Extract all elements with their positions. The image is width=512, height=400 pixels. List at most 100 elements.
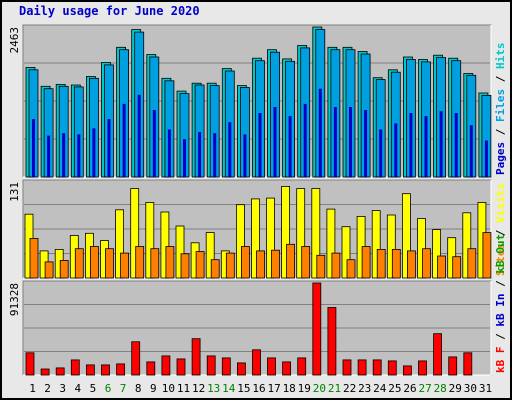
hits-bar-pages <box>409 113 413 177</box>
hits-bar-pages <box>152 110 156 177</box>
hits-side-legend: Pages / Files / Hits <box>494 43 507 176</box>
visits-bar-visits <box>145 202 155 279</box>
x-tick-label: 5 <box>90 382 97 395</box>
x-tick-label: 18 <box>283 382 296 395</box>
kb-bar-kb-f <box>161 355 171 376</box>
hits-bar-pages <box>258 113 262 177</box>
hits-bar-pages <box>273 107 277 177</box>
kb-bar-kb-f <box>387 360 397 376</box>
kb-legend-part: kB Out <box>494 234 507 274</box>
hits-legend-part: / <box>494 69 507 89</box>
kb-bar-kb-f <box>327 307 337 376</box>
visits-bar-sites <box>316 254 326 279</box>
kb-bar-kb-f <box>433 333 443 376</box>
x-tick-label: 15 <box>237 382 250 395</box>
kb-legend-part: / <box>494 327 507 347</box>
kb-bar-kb-f <box>206 355 216 376</box>
visits-bar-sites <box>120 252 129 279</box>
visits-bar-visits <box>175 225 185 279</box>
hits-bar-pages <box>303 103 307 177</box>
visits-bar-sites <box>286 243 296 279</box>
x-tick-label: 25 <box>388 382 401 395</box>
visits-bar-visits <box>432 229 442 279</box>
hits-bar-pages <box>424 116 428 177</box>
visits-bar-visits <box>401 193 411 279</box>
visits-bar-visits <box>130 188 140 279</box>
visits-bar-visits <box>296 188 306 279</box>
visits-bar-visits <box>341 226 351 279</box>
x-tick-label: 17 <box>267 382 280 395</box>
hits-bar-pages <box>32 119 35 177</box>
hits-bar-pages <box>333 107 337 177</box>
visits-bar-sites <box>195 251 205 279</box>
kb-bar-kb-f <box>282 361 292 376</box>
x-tick-label: 14 <box>222 382 236 395</box>
hits-bar-pages <box>107 119 111 177</box>
x-tick-label: 31 <box>479 382 492 395</box>
kb-bar-kb-f <box>191 338 201 376</box>
x-tick-label: 10 <box>162 382 175 395</box>
visits-bar-sites <box>256 250 265 279</box>
x-tick-label: 24 <box>373 382 387 395</box>
visits-bar-sites <box>452 256 462 279</box>
x-tick-label: 19 <box>298 382 311 395</box>
hits-bar-pages <box>379 129 383 177</box>
visits-bar-visits <box>160 211 170 279</box>
kb-bar-kb-f <box>418 360 427 376</box>
hits-bar-pages <box>92 128 96 177</box>
visits-bar-visits <box>266 197 275 279</box>
kb-bar-kb-f <box>252 349 261 376</box>
x-tick-label: 23 <box>358 382 371 395</box>
visits-bar-visits <box>115 209 124 279</box>
visits-bar-visits <box>417 218 426 279</box>
visits-bar-visits <box>386 214 396 279</box>
visits-bar-visits <box>205 232 215 279</box>
kb-bar-kb-f <box>55 367 65 376</box>
hits-bar-pages <box>137 94 141 177</box>
kb-bar-kb-f <box>176 358 186 376</box>
hits-bar-pages <box>62 133 66 177</box>
kb-legend-part: / <box>494 274 507 294</box>
hits-bar-pages <box>394 123 398 177</box>
visits-bar-sites <box>180 253 190 279</box>
x-tick-label: 9 <box>150 382 157 395</box>
chart-title: Daily usage for June 2020 <box>19 4 200 18</box>
hits-bar-pages <box>439 111 443 177</box>
visits-side-legend: Sites / Visits <box>494 183 507 276</box>
kb-bar-kb-f <box>86 364 95 376</box>
visits-bar-sites <box>165 246 175 279</box>
kb-bar-kb-f <box>297 357 307 376</box>
visits-bar-sites <box>361 246 371 279</box>
kb-side-legend: kB F / kB In / kB Out <box>494 234 507 373</box>
hits-bar-pages <box>183 139 186 177</box>
kb-bar-kb-f <box>342 359 352 376</box>
x-tick-label: 27 <box>418 382 431 395</box>
visits-bar-visits <box>235 204 245 279</box>
visits-bar-sites <box>437 255 447 279</box>
hits-bar-pages <box>228 122 232 177</box>
visits-bar-sites <box>376 248 386 279</box>
kb-bar-kb-f <box>221 357 231 376</box>
x-tick-label: 28 <box>434 382 447 395</box>
visits-bar-sites <box>225 252 235 279</box>
x-tick-label: 2 <box>44 382 51 395</box>
hits-bar-pages <box>288 116 292 177</box>
visits-bar-sites <box>482 232 492 279</box>
x-tick-label: 22 <box>343 382 356 395</box>
kb-bar-kb-f <box>25 352 35 376</box>
kb-bar-kb-f <box>101 364 110 376</box>
visits-bar-visits <box>281 185 291 279</box>
kb-legend-part: kB F <box>494 347 507 374</box>
visits-bar-sites <box>90 246 99 279</box>
kb-legend-part: kB In <box>494 294 507 327</box>
x-tick-label: 21 <box>328 382 341 395</box>
kb-bar-kb-f <box>372 359 382 376</box>
x-tick-label: 6 <box>105 382 112 395</box>
hits-bar-pages <box>167 129 171 177</box>
x-tick-label: 8 <box>135 382 142 395</box>
visits-bar-sites <box>422 248 431 279</box>
visits-bar-sites <box>29 237 39 279</box>
visits-bar-sites <box>271 249 280 279</box>
kb-bar-kb-f <box>146 361 156 376</box>
